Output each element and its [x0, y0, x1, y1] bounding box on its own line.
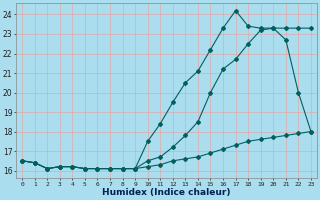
- X-axis label: Humidex (Indice chaleur): Humidex (Indice chaleur): [102, 188, 231, 197]
